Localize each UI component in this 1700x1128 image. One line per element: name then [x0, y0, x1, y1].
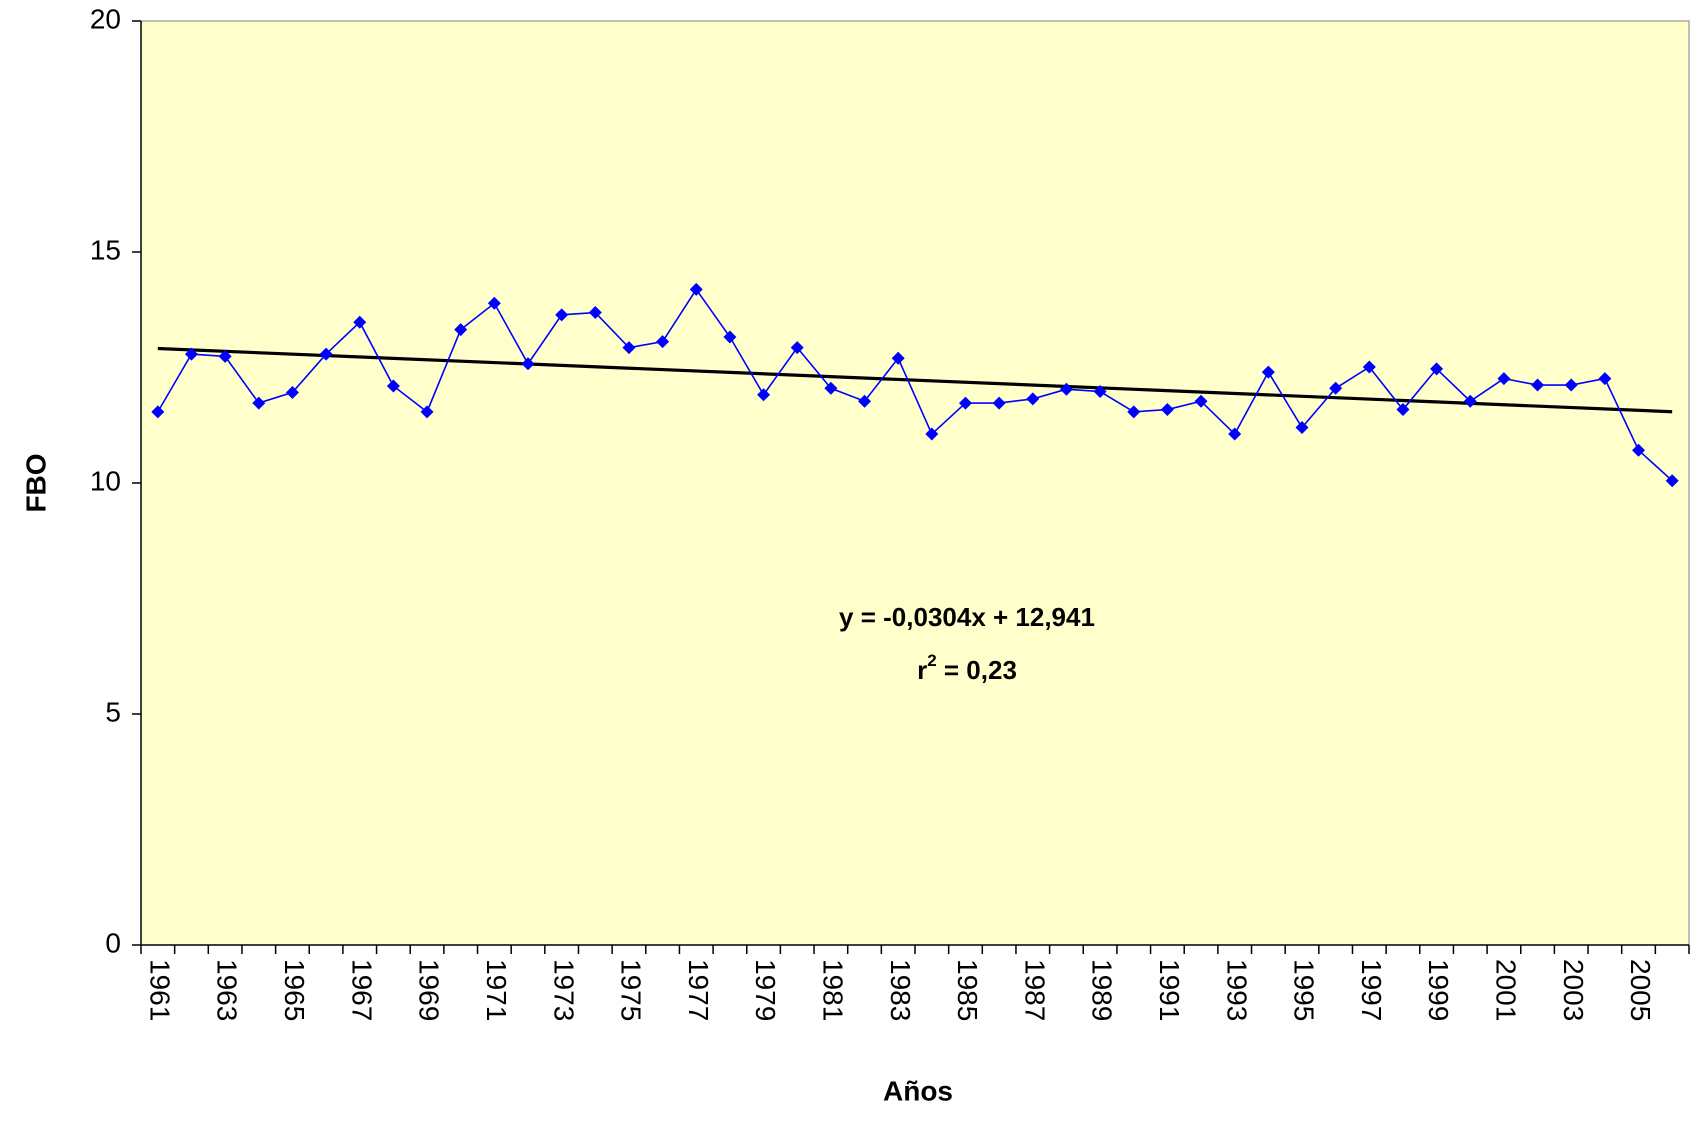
x-tick-label: 2005 [1625, 959, 1656, 1021]
x-tick-label: 1999 [1423, 959, 1454, 1021]
marker [285, 385, 299, 399]
marker [353, 315, 367, 329]
marker [992, 396, 1006, 410]
marker [925, 427, 939, 441]
marker [723, 330, 737, 344]
x-tick-label: 1973 [548, 959, 579, 1021]
y-axis-title: FBO [20, 453, 51, 512]
marker [1329, 381, 1343, 395]
x-tick-label: 1963 [212, 959, 243, 1021]
x-tick-label: 1971 [481, 959, 512, 1021]
x-tick-label: 2001 [1491, 959, 1522, 1021]
marker [184, 347, 198, 361]
marker [252, 396, 266, 410]
y-tick-label: 5 [105, 696, 121, 727]
marker [1463, 394, 1477, 408]
marker [588, 306, 602, 320]
trendline [157, 346, 1673, 414]
data-line [157, 287, 1673, 482]
x-tick-label: 1961 [144, 959, 175, 1021]
marker [218, 349, 232, 363]
marker [689, 282, 703, 296]
marker [824, 381, 838, 395]
marker [858, 394, 872, 408]
x-tick-label: 1995 [1289, 959, 1320, 1021]
x-tick-label: 1987 [1019, 959, 1050, 1021]
marker [1497, 372, 1511, 386]
marker [1228, 427, 1242, 441]
y-tick-label: 0 [105, 927, 121, 958]
y-tick-label: 20 [90, 3, 121, 34]
x-axis-title: Años [883, 1075, 953, 1106]
marker [622, 341, 636, 355]
x-tick-label: 1979 [750, 959, 781, 1021]
marker [1632, 443, 1646, 457]
marker [1059, 382, 1073, 396]
marker [1194, 394, 1208, 408]
marker [1665, 474, 1679, 488]
marker [1598, 372, 1612, 386]
r-squared: r2 = 0,23 [917, 651, 1017, 684]
marker [386, 379, 400, 393]
r-exponent: 2 [927, 651, 936, 670]
x-tick-label: 1997 [1356, 959, 1387, 1021]
marker [790, 341, 804, 355]
marker [521, 357, 535, 371]
x-tick-label: 1989 [1087, 959, 1118, 1021]
marker [1396, 403, 1410, 417]
marker [1026, 392, 1040, 406]
marker [555, 308, 569, 322]
marker [1564, 378, 1578, 392]
y-tick-label: 10 [90, 465, 121, 496]
marker [151, 405, 165, 419]
marker [487, 296, 501, 310]
x-tick-label: 1977 [683, 959, 714, 1021]
marker [454, 323, 468, 337]
marker [1093, 385, 1107, 399]
marker [757, 388, 771, 402]
plot-area [140, 20, 1690, 946]
marker [1160, 403, 1174, 417]
x-tick-label: 1969 [414, 959, 445, 1021]
marker [656, 335, 670, 349]
r-symbol: r [917, 655, 927, 685]
x-tick-label: 1991 [1154, 959, 1185, 1021]
x-tick-label: 1965 [279, 959, 310, 1021]
x-tick-label: 1983 [885, 959, 916, 1021]
marker [1295, 421, 1309, 435]
x-tick-label: 1993 [1221, 959, 1252, 1021]
marker [420, 405, 434, 419]
y-tick-label: 15 [90, 234, 121, 265]
x-tick-label: 1975 [616, 959, 647, 1021]
marker [958, 396, 972, 410]
equation: y = -0,0304x + 12,941 [839, 602, 1095, 632]
x-tick-label: 1967 [346, 959, 377, 1021]
r-text: = 0,23 [937, 655, 1017, 685]
marker [1531, 378, 1545, 392]
marker [1261, 365, 1275, 379]
x-tick-label: 1981 [817, 959, 848, 1021]
marker [1127, 405, 1141, 419]
x-tick-label: 1985 [952, 959, 983, 1021]
x-tick-label: 2003 [1558, 959, 1589, 1021]
marker [1430, 362, 1444, 376]
marker [1362, 360, 1376, 374]
marker [319, 347, 333, 361]
marker [891, 351, 905, 365]
